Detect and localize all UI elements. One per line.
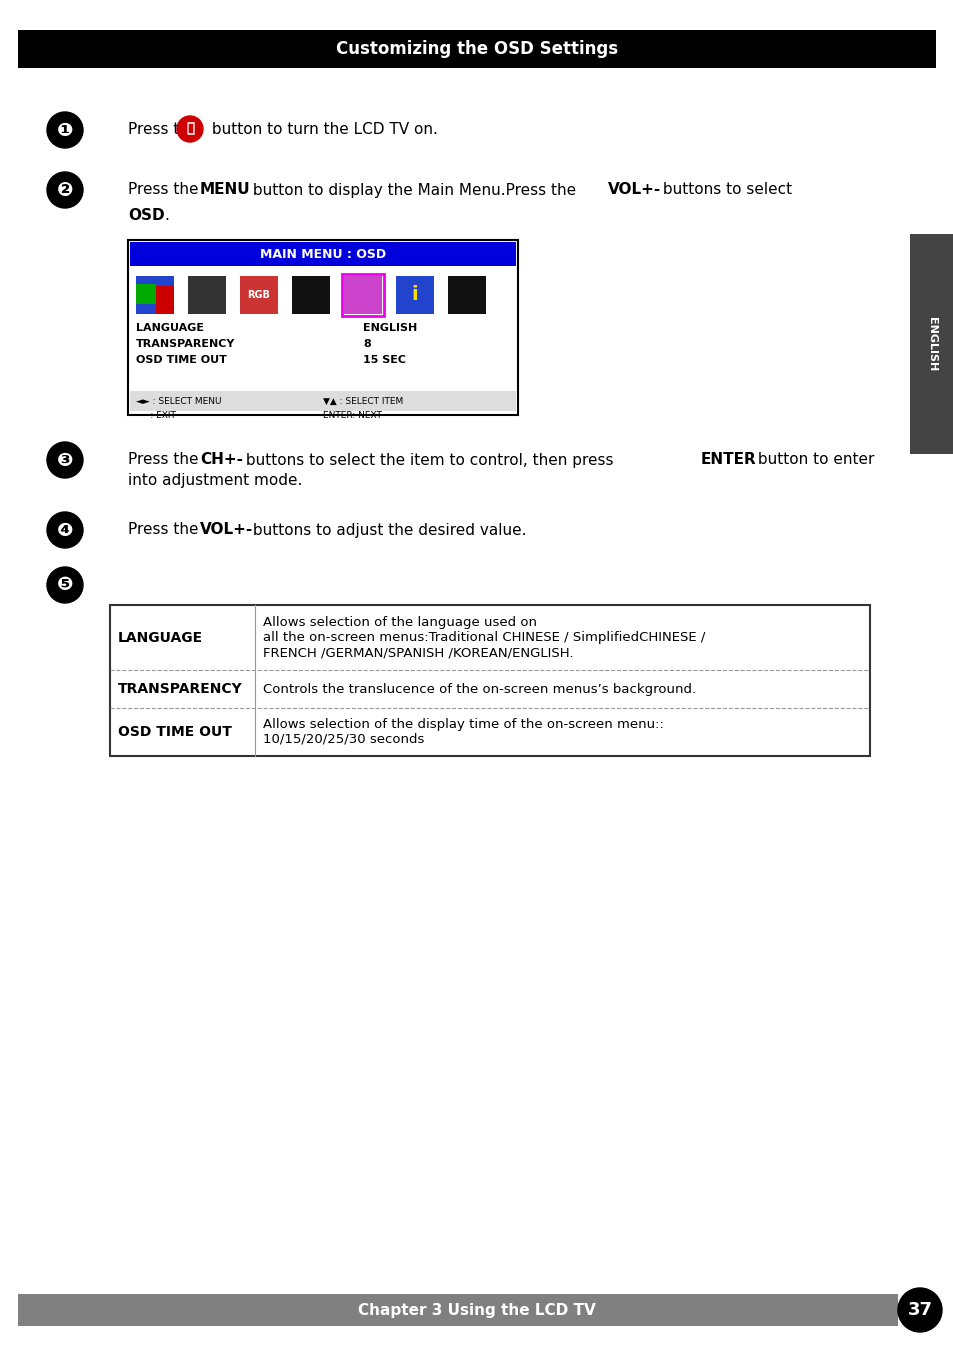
Text: ▼▲ : SELECT ITEM: ▼▲ : SELECT ITEM [323, 397, 403, 405]
Text: Allows selection of the language used on: Allows selection of the language used on [263, 616, 537, 630]
Text: CH+-: CH+- [200, 452, 243, 467]
Text: MAIN MENU : OSD: MAIN MENU : OSD [259, 248, 386, 260]
Circle shape [47, 512, 83, 548]
Text: Controls the translucence of the on-screen menus’s background.: Controls the translucence of the on-scre… [263, 682, 696, 696]
Text: LANGUAGE: LANGUAGE [136, 324, 204, 333]
Circle shape [47, 172, 83, 209]
Text: buttons to adjust the desired value.: buttons to adjust the desired value. [248, 523, 526, 538]
Text: all the on-screen menus:Traditional CHINESE / SimplifiedCHINESE /: all the on-screen menus:Traditional CHIN… [263, 631, 704, 645]
Circle shape [178, 116, 202, 141]
Text: FRENCH /GERMAN/SPANISH /KOREAN/ENGLISH.: FRENCH /GERMAN/SPANISH /KOREAN/ENGLISH. [263, 646, 573, 659]
FancyBboxPatch shape [128, 240, 517, 414]
Text: TRANSPARENCY: TRANSPARENCY [136, 338, 235, 349]
Text: MENU: MENU [200, 183, 251, 198]
Text: ❷: ❷ [56, 180, 73, 199]
Text: button to display the Main Menu.Press the: button to display the Main Menu.Press th… [248, 183, 580, 198]
Text: .: . [164, 207, 169, 222]
FancyBboxPatch shape [344, 276, 381, 314]
Text: buttons to select: buttons to select [658, 183, 791, 198]
Circle shape [47, 567, 83, 603]
Circle shape [177, 116, 203, 142]
FancyBboxPatch shape [448, 276, 485, 314]
FancyBboxPatch shape [240, 276, 277, 314]
Text: ◄► : SELECT MENU: ◄► : SELECT MENU [136, 397, 221, 405]
Circle shape [897, 1288, 941, 1332]
Text: VOL+-: VOL+- [200, 523, 253, 538]
Text: OSD TIME OUT: OSD TIME OUT [118, 724, 232, 739]
Text: ❺: ❺ [56, 575, 73, 594]
Circle shape [47, 441, 83, 478]
FancyBboxPatch shape [156, 286, 173, 314]
Text: RGB: RGB [247, 290, 270, 301]
FancyBboxPatch shape [292, 276, 330, 314]
Text: Press the: Press the [128, 452, 203, 467]
Text: ⏻: ⏻ [186, 121, 194, 135]
FancyBboxPatch shape [18, 1294, 897, 1326]
FancyBboxPatch shape [136, 284, 156, 305]
Text: TRANSPARENCY: TRANSPARENCY [118, 682, 242, 696]
Text: 15 SEC: 15 SEC [363, 355, 406, 366]
Text: Press the: Press the [128, 523, 203, 538]
Text: ENTER: ENTER [700, 452, 756, 467]
Text: OSD: OSD [128, 207, 165, 222]
FancyBboxPatch shape [110, 605, 869, 756]
Text: 8: 8 [363, 338, 371, 349]
Text: button to enter: button to enter [752, 452, 874, 467]
Circle shape [47, 112, 83, 148]
Text: i: i [412, 286, 417, 305]
Text: : EXIT: : EXIT [136, 410, 175, 420]
FancyBboxPatch shape [18, 30, 935, 68]
Text: ❶: ❶ [56, 121, 73, 139]
Text: ENGLISH: ENGLISH [926, 317, 936, 371]
FancyBboxPatch shape [130, 391, 516, 412]
Text: ENTER: NEXT: ENTER: NEXT [323, 410, 381, 420]
Text: Chapter 3 Using the LCD TV: Chapter 3 Using the LCD TV [357, 1303, 596, 1317]
Text: buttons to select the item to control, then press: buttons to select the item to control, t… [241, 452, 618, 467]
Text: button to turn the LCD TV on.: button to turn the LCD TV on. [207, 122, 437, 138]
Text: LANGUAGE: LANGUAGE [118, 631, 203, 645]
Text: 37: 37 [906, 1301, 931, 1319]
Text: Customizing the OSD Settings: Customizing the OSD Settings [335, 41, 618, 58]
Text: Press the: Press the [128, 122, 203, 138]
Text: Allows selection of the display time of the on-screen menu::: Allows selection of the display time of … [263, 718, 663, 731]
Text: into adjustment mode.: into adjustment mode. [128, 473, 302, 487]
Text: ❸: ❸ [56, 451, 73, 470]
FancyBboxPatch shape [136, 276, 173, 314]
FancyBboxPatch shape [909, 234, 953, 454]
FancyBboxPatch shape [395, 276, 434, 314]
FancyBboxPatch shape [130, 242, 516, 265]
Text: VOL+-: VOL+- [607, 183, 660, 198]
Text: OSD TIME OUT: OSD TIME OUT [136, 355, 227, 366]
Text: ENGLISH: ENGLISH [363, 324, 416, 333]
Text: 10/15/20/25/30 seconds: 10/15/20/25/30 seconds [263, 733, 424, 746]
Text: ⏻: ⏻ [186, 122, 193, 135]
Text: Press the: Press the [128, 183, 203, 198]
FancyBboxPatch shape [188, 276, 226, 314]
Text: ❹: ❹ [56, 520, 73, 539]
